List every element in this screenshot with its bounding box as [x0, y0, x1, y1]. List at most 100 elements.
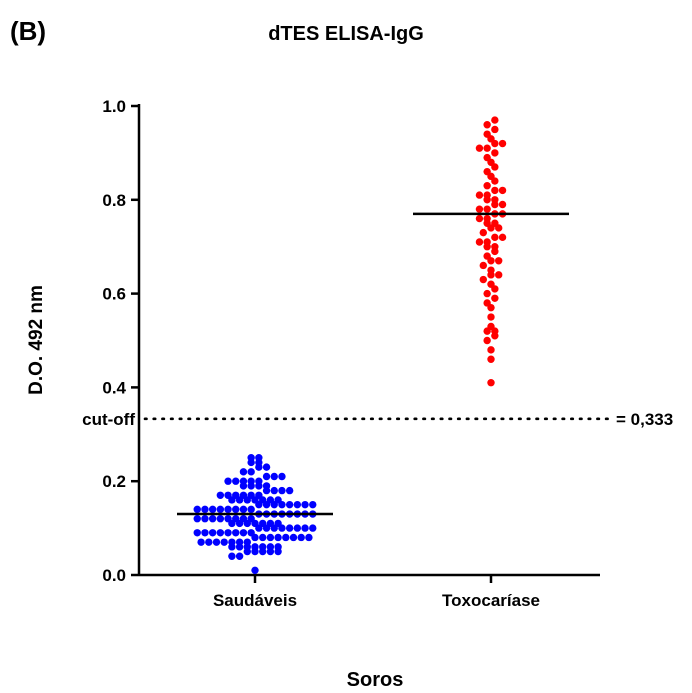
data-point	[479, 261, 487, 270]
data-point	[197, 538, 205, 546]
data-point	[255, 500, 263, 509]
data-point	[278, 500, 286, 509]
data-point	[475, 191, 484, 199]
data-point	[491, 116, 499, 124]
data-point	[201, 515, 209, 523]
y-tick-label: 0.0	[102, 566, 126, 585]
data-point	[216, 529, 225, 537]
data-point	[247, 468, 255, 476]
data-point	[487, 346, 495, 354]
data-point	[205, 538, 213, 546]
data-point	[285, 500, 294, 509]
data-point	[479, 275, 487, 284]
data-point	[247, 505, 255, 514]
data-point	[285, 524, 294, 532]
data-point	[274, 547, 282, 556]
data-point	[216, 515, 225, 523]
data-point	[243, 547, 251, 556]
data-point	[224, 505, 232, 514]
cutoff-value-label: = 0,333	[616, 410, 673, 429]
data-point	[262, 472, 271, 481]
data-point	[278, 486, 286, 495]
data-points	[193, 116, 507, 575]
data-point	[216, 505, 225, 514]
data-point	[491, 233, 499, 242]
data-point	[483, 144, 491, 152]
data-point	[259, 533, 267, 542]
data-point	[270, 524, 278, 532]
data-point	[483, 121, 491, 129]
data-point	[251, 533, 259, 542]
data-point	[483, 327, 491, 335]
y-axis-label: D.O. 492 nm	[26, 285, 47, 395]
data-point	[289, 533, 298, 542]
data-point	[201, 505, 209, 514]
data-point	[239, 482, 248, 490]
data-point	[297, 533, 305, 542]
data-point	[220, 538, 228, 546]
cutoff-label: cut-off	[82, 410, 135, 429]
data-point	[239, 468, 248, 476]
data-point	[266, 533, 275, 542]
data-point	[475, 205, 484, 213]
data-point	[495, 271, 503, 279]
data-point	[235, 552, 244, 560]
y-tick-label: 1.0	[102, 97, 126, 116]
chart-title: dTES ELISA-IgG	[268, 23, 424, 45]
data-point	[262, 524, 271, 532]
data-point	[278, 472, 286, 481]
data-point	[270, 500, 278, 509]
data-point	[232, 477, 240, 485]
data-point	[262, 486, 271, 495]
data-point	[491, 247, 499, 256]
data-point	[491, 294, 499, 302]
data-point	[270, 472, 278, 481]
data-point	[255, 463, 263, 471]
data-point	[274, 533, 282, 542]
x-axis-label: Soros	[347, 669, 404, 691]
data-point	[212, 538, 221, 546]
data-point	[491, 177, 499, 185]
data-point	[224, 529, 232, 537]
data-point	[491, 285, 499, 293]
data-point	[193, 505, 201, 514]
data-point	[495, 257, 503, 265]
data-point	[208, 529, 217, 537]
data-point	[491, 200, 499, 209]
data-point	[232, 505, 240, 514]
data-point	[201, 529, 209, 537]
data-point	[239, 505, 248, 514]
median-lines	[177, 212, 569, 516]
y-ticks: 0.0 0.2 0.4 0.6 0.8 1.0	[102, 97, 139, 585]
data-point	[235, 496, 244, 504]
data-point	[483, 336, 491, 345]
data-point	[235, 519, 244, 528]
x-ticks: Saudáveis Toxocaríase	[213, 575, 540, 610]
data-point	[487, 303, 495, 312]
data-point	[266, 547, 275, 556]
cutoff-line-group: cut-off = 0,333	[82, 410, 673, 429]
data-point	[487, 313, 495, 321]
data-point	[301, 524, 309, 532]
data-point	[498, 139, 507, 148]
data-point	[498, 233, 507, 242]
data-point	[262, 500, 271, 509]
data-point	[239, 529, 248, 537]
y-tick-label: 0.8	[102, 191, 126, 210]
data-point	[293, 524, 302, 532]
data-point	[255, 524, 263, 532]
data-point	[498, 200, 507, 209]
data-point	[483, 289, 491, 298]
data-point	[270, 486, 278, 495]
data-point	[491, 332, 499, 340]
data-point	[305, 533, 313, 542]
data-point	[243, 496, 251, 504]
y-tick-label: 0.6	[102, 285, 126, 304]
data-point	[479, 228, 487, 237]
data-point	[301, 500, 309, 509]
data-point	[228, 519, 236, 528]
data-point	[193, 529, 201, 537]
data-point	[483, 182, 491, 190]
data-point	[235, 543, 244, 551]
